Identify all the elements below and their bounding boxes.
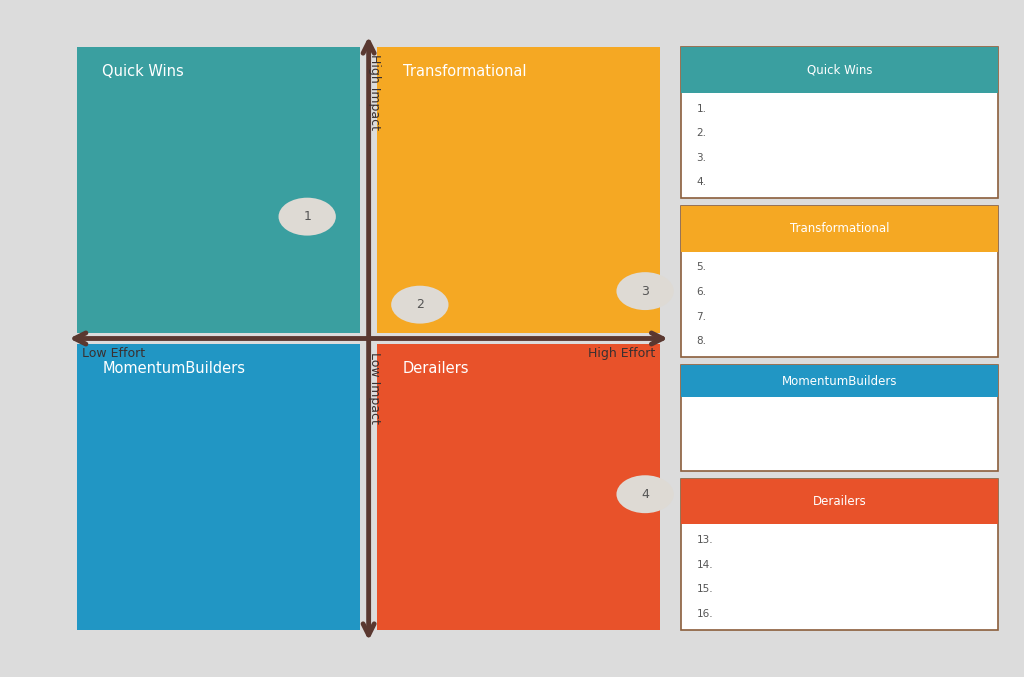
Bar <box>681 47 998 198</box>
Bar <box>681 479 998 630</box>
Bar <box>681 206 998 357</box>
Text: 1.: 1. <box>696 104 707 114</box>
Text: Transformational: Transformational <box>403 64 526 79</box>
Text: 4: 4 <box>641 487 649 501</box>
Text: 6.: 6. <box>696 287 707 297</box>
Bar <box>681 479 998 524</box>
Text: 14.: 14. <box>696 560 713 569</box>
Text: High Effort: High Effort <box>588 347 655 359</box>
Circle shape <box>279 198 336 236</box>
Text: Transformational: Transformational <box>790 223 890 236</box>
Text: 8.: 8. <box>696 336 707 346</box>
Text: Low Effort: Low Effort <box>82 347 145 359</box>
Text: 16.: 16. <box>696 609 713 619</box>
Text: High Impact: High Impact <box>368 54 381 130</box>
Bar <box>681 365 998 471</box>
Text: 1: 1 <box>303 210 311 223</box>
Text: 2: 2 <box>416 298 424 311</box>
Text: 2.: 2. <box>696 128 707 138</box>
Text: Quick Wins: Quick Wins <box>102 64 184 79</box>
Text: 13.: 13. <box>696 535 713 545</box>
Text: 15.: 15. <box>696 584 713 594</box>
Text: 5.: 5. <box>696 263 707 272</box>
Text: 3.: 3. <box>696 152 707 162</box>
Bar <box>378 47 660 332</box>
Text: Derailers: Derailers <box>813 495 866 508</box>
Text: Derailers: Derailers <box>403 362 469 376</box>
Circle shape <box>616 272 674 310</box>
Bar <box>681 47 998 93</box>
Circle shape <box>616 475 674 513</box>
Bar <box>77 47 359 332</box>
Bar <box>681 206 998 252</box>
Text: Quick Wins: Quick Wins <box>807 64 872 77</box>
Text: Low Impact: Low Impact <box>368 352 381 424</box>
Circle shape <box>391 286 449 324</box>
Text: MomentumBuilders: MomentumBuilders <box>782 374 897 387</box>
Bar <box>681 365 998 397</box>
Bar <box>378 345 660 630</box>
Text: 7.: 7. <box>696 311 707 322</box>
Bar <box>77 345 359 630</box>
Text: MomentumBuilders: MomentumBuilders <box>102 362 246 376</box>
Text: 3: 3 <box>641 284 649 298</box>
Text: 4.: 4. <box>696 177 707 188</box>
